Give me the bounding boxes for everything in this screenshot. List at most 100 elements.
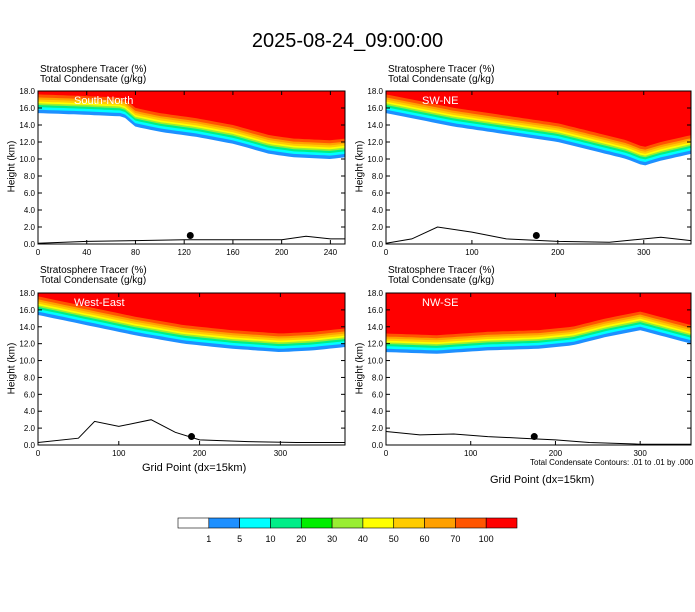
panel-1-ytick-label: 16.0 (19, 104, 35, 113)
panel-2-xtick-label: 0 (384, 248, 389, 257)
panel-1-ytick-label: 12.0 (19, 138, 35, 147)
panel3-header-tracer: Stratosphere Tracer (%) (40, 265, 147, 276)
contour-note: Total Condensate Contours: .01 to .01 by… (530, 458, 694, 467)
panel-4-terrain-line (386, 431, 691, 445)
colorbar: 1 5 10 20 30 40 50 60 70 100 (177, 517, 518, 544)
panel-2-ytick-label: 8.0 (372, 172, 384, 181)
colorbar-swatch (485, 517, 518, 529)
panel-2-tracer-band-9 (386, 91, 691, 147)
panel4-xlabel: Grid Point (dx=15km) (490, 474, 595, 486)
colorbar-label: 70 (450, 534, 460, 544)
panel-4-ytick-label: 0.0 (372, 441, 384, 450)
panel1-header-tracer: Stratosphere Tracer (%) (40, 64, 147, 75)
colorbar-swatch (239, 517, 271, 529)
panel-2-ytick-label: 4.0 (372, 206, 384, 215)
panel-4: NW-SE 0.0 2.0 4.0 6.0 8.0 10.0 12.0 14.0 16.0 18.0… (367, 289, 692, 458)
panel-3-frame (37, 292, 346, 446)
panel-3-plot-area (38, 293, 345, 443)
colorbar-label: 50 (389, 534, 399, 544)
panel-1-xtick-label: 160 (226, 248, 240, 257)
panel-3: West-East 0.0 2.0 4.0 6.0 8.0 10.0 12.0 14.0 16.0… (19, 289, 346, 458)
panel-4-ytick-label: 4.0 (372, 407, 384, 416)
colorbar-label: 10 (265, 534, 275, 544)
panel-4-location-marker (530, 433, 538, 441)
panel-2-xtick-label: 200 (551, 248, 565, 257)
colorbar-label: 30 (327, 534, 337, 544)
panel-4-section-label: NW-SE (422, 297, 458, 309)
panel-2: SW-NE 0.0 2.0 4.0 6.0 8.0 10.0 12.0 14.0 16.0 18.0… (367, 87, 692, 257)
panel-3-section-label: West-East (74, 297, 125, 309)
panel-1: South-North 0.0 2.0 4.0 6.0 8.0 10.0 12.0 14.0 16… (19, 87, 346, 257)
panel-3-xtick-label: 100 (112, 449, 126, 458)
panel-1-xtick-label: 0 (36, 248, 41, 257)
colorbar-label: 60 (420, 534, 430, 544)
panel-3-ytick-label: 0.0 (24, 441, 36, 450)
panel-4-xtick-label: 100 (464, 449, 478, 458)
panel-2-xtick-label: 300 (637, 248, 651, 257)
panel-3-tracer-band-9 (38, 293, 345, 334)
panel-1-frame (37, 90, 346, 245)
panel-4-frame (385, 292, 692, 446)
panel-2-ytick-label: 10.0 (367, 155, 383, 164)
colorbar-swatch (393, 517, 425, 529)
panel-2-ytick-label: 16.0 (367, 104, 383, 113)
panel-4-xtick-label: 200 (549, 449, 563, 458)
panel-3-ytick-label: 6.0 (24, 390, 36, 399)
panel-3-ytick-label: 10.0 (19, 357, 35, 366)
panel-4-ytick-label: 6.0 (372, 390, 384, 399)
panel2-header-condensate: Total Condensate (g/kg) (388, 74, 495, 85)
panel-2-frame (385, 90, 692, 245)
colorbar-swatch (177, 517, 210, 529)
panel-1-tracer-band-9 (38, 91, 345, 141)
panel-3-xtick-label: 0 (36, 449, 41, 458)
panel-3-ytick-label: 12.0 (19, 340, 35, 349)
panel-4-ytick-label: 14.0 (367, 323, 383, 332)
panel-4-ytick-label: 18.0 (367, 289, 383, 298)
panel-2-ytick-label: 2.0 (372, 223, 384, 232)
panel-1-section-label: South-North (74, 95, 133, 107)
panel-2-ytick-label: 0.0 (372, 240, 384, 249)
panel-3-ytick-label: 8.0 (24, 373, 36, 382)
panel-1-ytick-label: 18.0 (19, 87, 35, 96)
panel1-header-condensate: Total Condensate (g/kg) (40, 74, 147, 85)
panel3-xlabel: Grid Point (dx=15km) (142, 462, 247, 474)
panel-3-xtick-label: 200 (193, 449, 207, 458)
panel-1-ytick-label: 10.0 (19, 155, 35, 164)
panel-1-terrain-line (38, 235, 345, 244)
panel-1-ytick-label: 2.0 (24, 223, 36, 232)
panel4-header-condensate: Total Condensate (g/kg) (388, 275, 495, 286)
page-title: 2025-08-24_09:00:00 (251, 30, 444, 52)
colorbar-swatch (208, 517, 240, 529)
panel-2-ytick-label: 12.0 (367, 138, 383, 147)
panel-3-ytick-label: 2.0 (24, 424, 36, 433)
panel-1-ytick-label: 0.0 (24, 240, 36, 249)
colorbar-swatch (424, 517, 456, 529)
panel-2-location-marker (532, 232, 540, 239)
panel4-header-tracer: Stratosphere Tracer (%) (388, 265, 495, 276)
panel-3-ytick-label: 14.0 (19, 323, 35, 332)
panel-2-ytick-label: 18.0 (367, 87, 383, 96)
panel-3-ytick-label: 18.0 (19, 289, 35, 298)
panel-1-ytick-label: 8.0 (24, 172, 36, 181)
colorbar-label: 100 (479, 534, 494, 544)
panel-4-ytick-label: 2.0 (372, 424, 384, 433)
colorbar-label: 5 (237, 534, 242, 544)
colorbar-label: 20 (296, 534, 306, 544)
panel-4-ytick-label: 16.0 (367, 306, 383, 315)
panel-4-ytick-label: 8.0 (372, 373, 384, 382)
panel-1-xtick-label: 80 (131, 248, 140, 257)
panel-3-xtick-label: 300 (274, 449, 288, 458)
colorbar-swatch (300, 517, 333, 529)
panel-1-plot-area (38, 91, 345, 244)
panel-1-ytick-label: 14.0 (19, 121, 35, 130)
panel3-header-condensate: Total Condensate (g/kg) (40, 275, 147, 286)
colorbar-label: 1 (206, 534, 211, 544)
colorbar-swatch (270, 517, 302, 529)
colorbar-swatch (455, 517, 487, 529)
panel-1-xtick-label: 200 (275, 248, 289, 257)
panel-2-plot-area (386, 91, 691, 244)
panel-2-section-label: SW-NE (422, 95, 458, 107)
panel-3-terrain-line (38, 419, 345, 443)
panel-4-tracer-band-9 (386, 293, 691, 336)
